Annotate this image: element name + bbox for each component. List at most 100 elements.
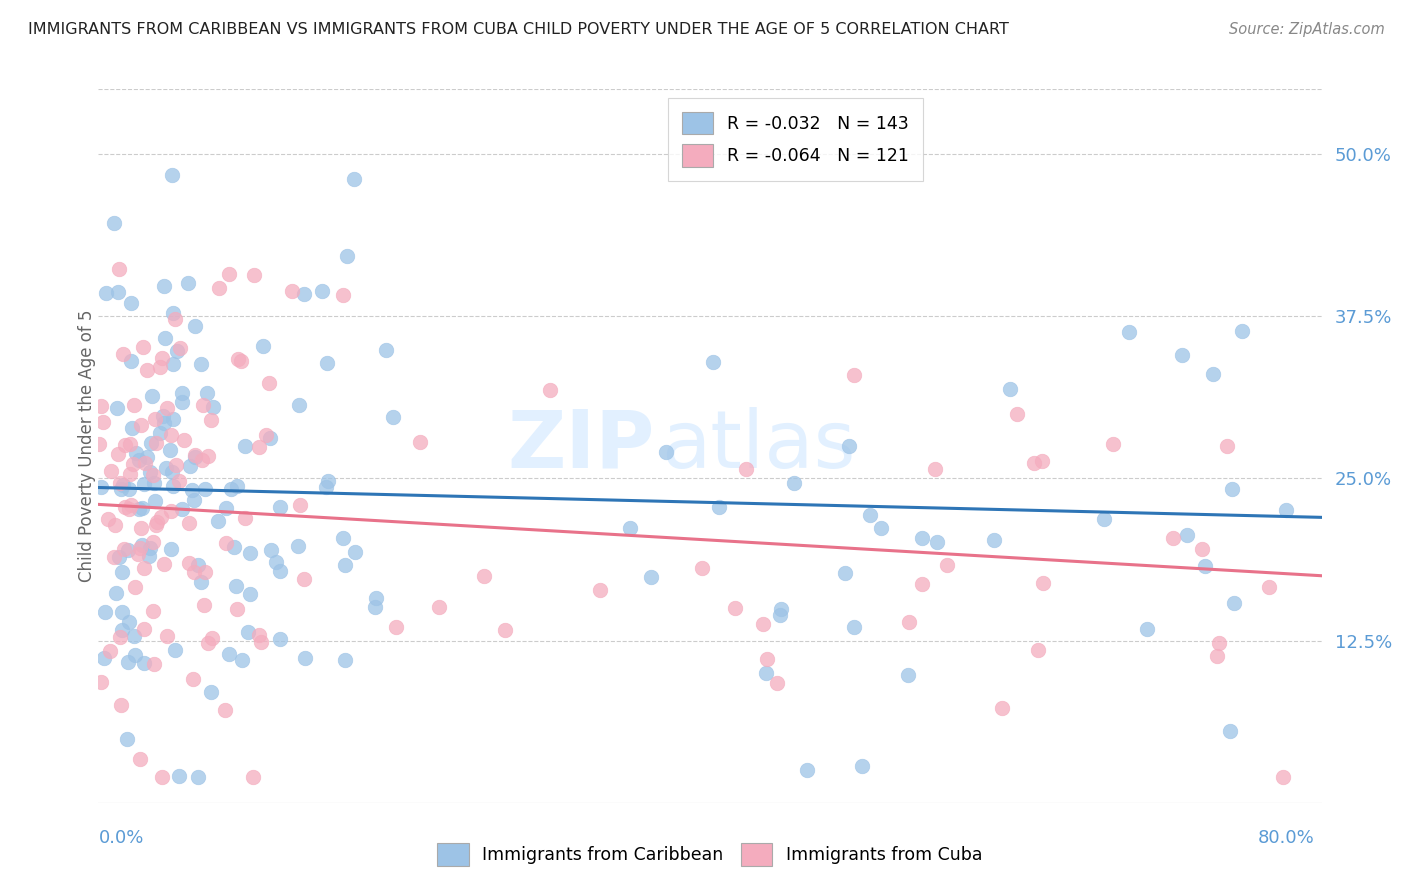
Text: 0.0%: 0.0% [98, 829, 143, 847]
Point [97, 512, 120, 526]
Point [214, 703, 236, 717]
Point [292, 286, 315, 301]
Point [163, 312, 186, 326]
Point [141, 388, 163, 402]
Point [117, 655, 139, 669]
Point [222, 540, 245, 554]
Point [755, 665, 778, 680]
Point [122, 629, 145, 643]
Point [111, 605, 134, 619]
Point [120, 354, 142, 368]
Point [149, 509, 172, 524]
Point [538, 384, 561, 398]
Point [114, 542, 136, 557]
Point [870, 521, 893, 535]
Point [294, 651, 316, 665]
Point [1220, 482, 1243, 496]
Point [169, 769, 191, 783]
Point [842, 368, 865, 383]
Point [143, 412, 166, 426]
Point [120, 467, 142, 481]
Point [170, 502, 193, 516]
Point [495, 623, 517, 637]
Point [654, 445, 676, 459]
Point [221, 482, 243, 496]
Point [756, 651, 779, 665]
Point [104, 518, 127, 533]
Point [589, 582, 612, 597]
Point [135, 450, 157, 465]
Point [766, 676, 789, 690]
Point [129, 752, 152, 766]
Point [160, 168, 183, 182]
Point [990, 700, 1012, 714]
Point [260, 542, 283, 557]
Point [173, 433, 195, 447]
Point [160, 465, 183, 479]
Point [125, 446, 148, 460]
Point [194, 482, 217, 496]
Point [233, 439, 256, 453]
Point [118, 482, 141, 496]
Point [332, 531, 354, 545]
Point [131, 521, 153, 535]
Point [1102, 437, 1125, 451]
Point [108, 475, 131, 490]
Point [170, 395, 193, 409]
Point [128, 502, 150, 516]
Point [229, 354, 252, 368]
Point [287, 539, 309, 553]
Point [159, 427, 181, 442]
Point [215, 536, 238, 550]
Point [145, 435, 167, 450]
Point [983, 533, 1005, 547]
Point [924, 462, 946, 476]
Point [136, 362, 159, 376]
Point [180, 483, 202, 497]
Point [179, 459, 201, 474]
Point [233, 511, 256, 525]
Point [242, 770, 264, 784]
Point [107, 285, 129, 299]
Point [103, 216, 125, 230]
Point [155, 331, 177, 345]
Point [316, 474, 339, 488]
Point [153, 416, 176, 430]
Point [226, 352, 249, 367]
Point [193, 598, 215, 612]
Point [124, 580, 146, 594]
Point [183, 450, 205, 464]
Point [146, 516, 169, 530]
Point [1230, 324, 1253, 338]
Point [132, 476, 155, 491]
Point [110, 482, 132, 496]
Point [90, 399, 112, 413]
Text: ZIP: ZIP [508, 407, 655, 485]
Point [179, 516, 201, 530]
Point [315, 480, 337, 494]
Point [142, 467, 165, 482]
Point [132, 656, 155, 670]
Point [333, 653, 356, 667]
Point [252, 339, 274, 353]
Point [124, 648, 146, 662]
Point [165, 642, 187, 657]
Point [1216, 439, 1239, 453]
Point [131, 500, 153, 515]
Point [138, 541, 160, 555]
Point [145, 517, 167, 532]
Point [118, 615, 141, 629]
Point [911, 576, 934, 591]
Point [844, 620, 866, 634]
Point [702, 355, 724, 369]
Point [195, 385, 218, 400]
Point [1092, 512, 1115, 526]
Point [1031, 453, 1053, 467]
Point [735, 462, 758, 476]
Point [142, 535, 165, 549]
Point [374, 343, 396, 358]
Point [897, 668, 920, 682]
Point [159, 442, 181, 457]
Point [94, 605, 117, 619]
Point [925, 535, 948, 549]
